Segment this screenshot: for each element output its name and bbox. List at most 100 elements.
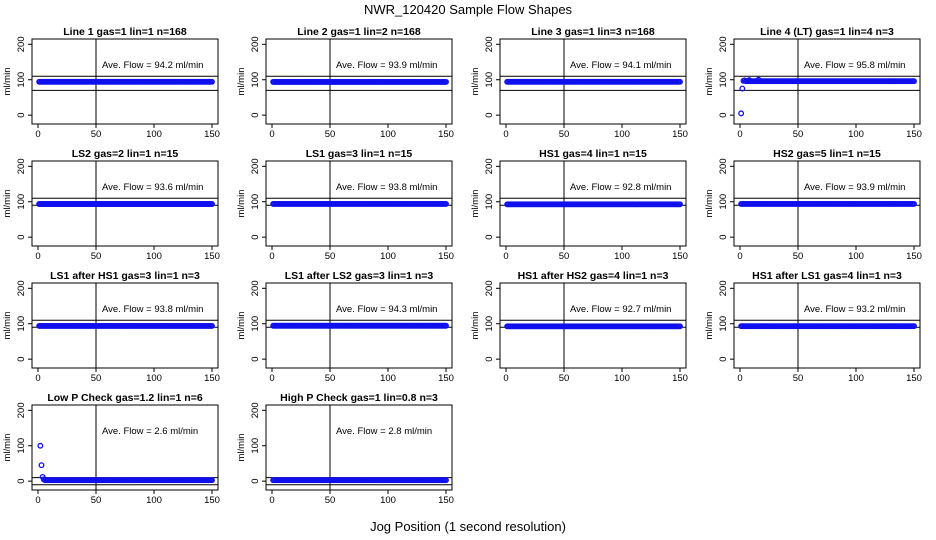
figure-title: NWR_120420 Sample Flow Shapes — [364, 2, 573, 17]
y-axis-label: ml/min — [704, 312, 715, 340]
x-tick-label: 100 — [146, 373, 162, 384]
y-tick-label: 100 — [484, 316, 495, 332]
y-tick-label: 100 — [718, 316, 729, 332]
y-tick-label: 200 — [250, 36, 261, 52]
x-tick-label: 50 — [793, 251, 804, 262]
y-tick-label: 100 — [718, 72, 729, 88]
y-axis-label: ml/min — [470, 190, 481, 218]
x-tick-label: 0 — [269, 129, 274, 140]
x-tick-label: 50 — [91, 251, 102, 262]
x-tick-label: 0 — [269, 373, 274, 384]
panel-title: Low P Check gas=1.2 lin=1 n=6 — [47, 392, 202, 404]
data-point — [443, 200, 449, 207]
y-axis-label: ml/min — [236, 68, 247, 96]
panel-5: LS2 gas=2 lin=1 n=15 Ave. Flow = 93.6 ml/… — [2, 148, 220, 262]
x-tick-label: 0 — [35, 251, 40, 262]
panel-title: Line 4 (LT) gas=1 lin=4 n=3 — [760, 26, 894, 38]
data-point — [37, 442, 44, 449]
y-tick-label: 0 — [16, 112, 27, 117]
x-tick-label: 150 — [906, 129, 922, 140]
x-tick-label: 0 — [35, 373, 40, 384]
y-tick-label: 100 — [16, 72, 27, 88]
y-tick-label: 100 — [250, 438, 261, 454]
x-tick-label: 150 — [438, 129, 454, 140]
panel-2: Line 2 gas=1 lin=2 n=168 Ave. Flow = 93.9… — [236, 26, 454, 140]
x-tick-label: 0 — [737, 129, 742, 140]
x-tick-label: 100 — [848, 373, 864, 384]
panel-title: HS2 gas=5 lin=1 n=15 — [773, 148, 881, 160]
y-axis-label: ml/min — [704, 190, 715, 218]
x-tick-label: 100 — [146, 129, 162, 140]
x-tick-label: 50 — [91, 495, 102, 506]
x-tick-label: 50 — [325, 495, 336, 506]
y-tick-label: 0 — [250, 234, 261, 239]
plot-frame — [733, 160, 921, 247]
x-tick-label: 150 — [906, 373, 922, 384]
panel-annotation: Ave. Flow = 93.2 ml/min — [804, 304, 905, 315]
y-tick-label: 100 — [250, 72, 261, 88]
x-tick-label: 0 — [503, 251, 508, 262]
x-tick-label: 0 — [737, 373, 742, 384]
x-tick-label: 150 — [204, 495, 220, 506]
data-point — [755, 76, 762, 83]
y-tick-label: 0 — [250, 112, 261, 117]
y-axis-label: ml/min — [2, 190, 13, 218]
x-tick-label: 100 — [380, 373, 396, 384]
panel-annotation: Ave. Flow = 93.8 ml/min — [336, 182, 437, 193]
x-tick-label: 150 — [672, 251, 688, 262]
x-tick-label: 0 — [269, 251, 274, 262]
x-tick-label: 100 — [146, 251, 162, 262]
panel-10: LS1 after LS2 gas=3 lin=1 n=3 Ave. Flow =… — [236, 270, 454, 384]
x-tick-label: 50 — [793, 373, 804, 384]
data-point — [677, 323, 683, 330]
x-tick-label: 150 — [672, 129, 688, 140]
y-tick-label: 200 — [16, 402, 27, 418]
x-tick-label: 150 — [672, 373, 688, 384]
x-tick-label: 100 — [380, 251, 396, 262]
panel-11: HS1 after HS2 gas=4 lin=1 n=3 Ave. Flow =… — [470, 270, 688, 384]
panel-title: LS1 gas=3 lin=1 n=15 — [306, 148, 413, 160]
x-tick-label: 100 — [848, 129, 864, 140]
plot-frame — [499, 160, 687, 247]
y-tick-label: 100 — [718, 194, 729, 210]
x-tick-label: 0 — [503, 129, 508, 140]
data-point — [911, 78, 917, 85]
y-axis-label: ml/min — [704, 68, 715, 96]
x-tick-label: 0 — [35, 495, 40, 506]
panel-annotation: Ave. Flow = 2.6 ml/min — [102, 426, 198, 437]
plot-frame — [31, 282, 219, 369]
x-tick-label: 50 — [91, 129, 102, 140]
panel-annotation: Ave. Flow = 95.8 ml/min — [804, 60, 905, 71]
x-tick-label: 150 — [906, 251, 922, 262]
y-tick-label: 0 — [718, 112, 729, 117]
x-tick-label: 100 — [614, 251, 630, 262]
data-point — [209, 322, 215, 329]
y-tick-label: 100 — [16, 194, 27, 210]
panel-12: HS1 after LS1 gas=4 lin=1 n=3 Ave. Flow =… — [704, 270, 922, 384]
plot-frame — [265, 38, 453, 125]
y-axis-label: ml/min — [2, 434, 13, 462]
panel-4: Line 4 (LT) gas=1 lin=4 n=3 Ave. Flow = 9… — [704, 26, 922, 140]
panel-annotation: Ave. Flow = 93.8 ml/min — [102, 304, 203, 315]
data-point — [739, 85, 746, 92]
plot-frame — [31, 38, 219, 125]
panel-title: LS2 gas=2 lin=1 n=15 — [72, 148, 179, 160]
data-point — [911, 200, 917, 207]
x-tick-label: 150 — [204, 129, 220, 140]
y-axis-label: ml/min — [236, 190, 247, 218]
y-tick-label: 0 — [484, 112, 495, 117]
data-point — [738, 110, 745, 117]
x-tick-label: 0 — [269, 495, 274, 506]
plot-frame — [31, 160, 219, 247]
panel-6: LS1 gas=3 lin=1 n=15 Ave. Flow = 93.8 ml/… — [236, 148, 454, 262]
y-tick-label: 200 — [16, 158, 27, 174]
plot-frame — [733, 38, 921, 125]
x-tick-label: 100 — [848, 251, 864, 262]
plot-frame — [265, 160, 453, 247]
x-tick-label: 0 — [737, 251, 742, 262]
data-point — [746, 77, 753, 84]
data-point — [443, 477, 449, 484]
y-tick-label: 0 — [16, 356, 27, 361]
data-point — [209, 477, 215, 484]
